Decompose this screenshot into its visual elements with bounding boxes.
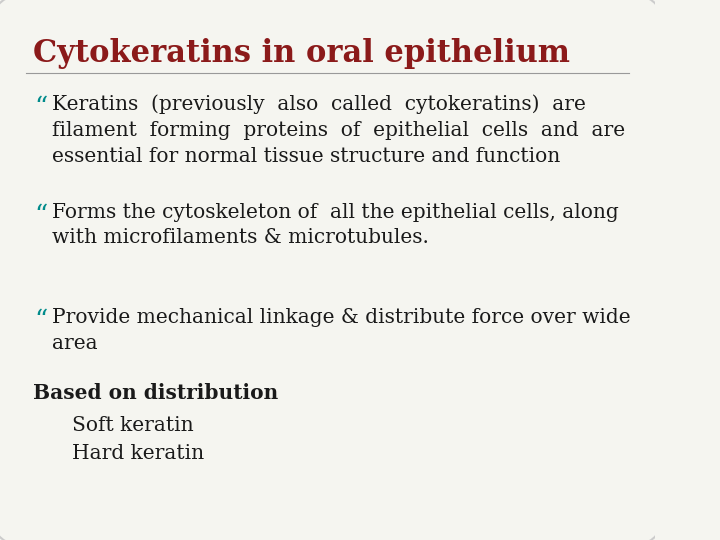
Text: “: “ <box>34 94 48 119</box>
Text: Hard keratin: Hard keratin <box>72 444 204 463</box>
FancyBboxPatch shape <box>0 0 661 540</box>
Text: “: “ <box>34 308 48 333</box>
Text: Cytokeratins in oral epithelium: Cytokeratins in oral epithelium <box>32 38 570 69</box>
Text: Provide mechanical linkage & distribute force over wide
area: Provide mechanical linkage & distribute … <box>53 308 631 353</box>
Text: Based on distribution: Based on distribution <box>32 383 278 403</box>
Text: Forms the cytoskeleton of  all the epithelial cells, along
with microfilaments &: Forms the cytoskeleton of all the epithe… <box>53 202 619 247</box>
Text: Keratins  (previously  also  called  cytokeratins)  are
filament  forming  prote: Keratins (previously also called cytoker… <box>53 94 626 166</box>
Text: Soft keratin: Soft keratin <box>72 416 194 435</box>
Text: “: “ <box>34 202 48 227</box>
